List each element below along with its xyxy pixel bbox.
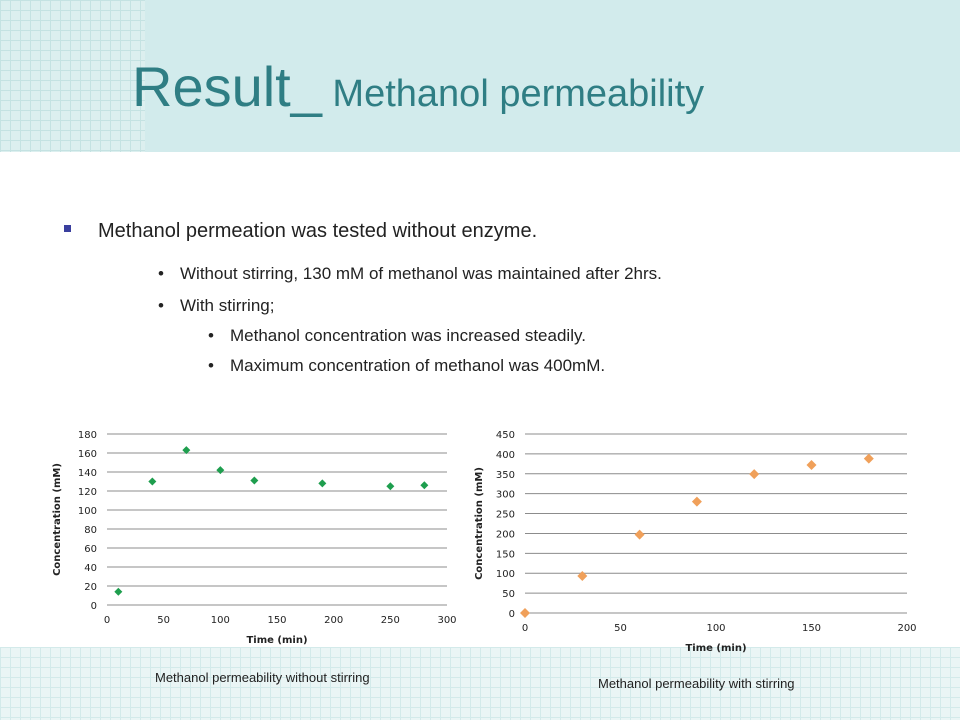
y-tick-label: 450 <box>496 430 515 441</box>
x-tick-label: 150 <box>267 615 286 626</box>
x-axis-label: Time (min) <box>685 643 746 654</box>
y-tick-label: 40 <box>84 563 97 574</box>
x-tick-label: 0 <box>104 615 110 626</box>
square-bullet-icon <box>64 225 71 232</box>
x-tick-label: 0 <box>522 623 528 634</box>
y-axis-label: Concentration (mM) <box>52 463 63 576</box>
x-tick-label: 50 <box>614 623 627 634</box>
y-tick-label: 60 <box>84 544 97 555</box>
dot-bullet-icon: • <box>158 264 164 283</box>
slide-title: Result_ Methanol permeability <box>132 54 704 119</box>
chart-without-stirring: 0 20 40 60 80 100 120 140 160 180 0 50 100 150 200 250 3… <box>52 430 457 646</box>
y-tick-label: 20 <box>84 582 97 593</box>
y-tick-label: 100 <box>78 506 97 517</box>
x-tick-label: 250 <box>381 615 400 626</box>
y-tick-label: 140 <box>78 468 97 479</box>
data-point <box>749 469 760 480</box>
y-tick-label: 50 <box>502 589 515 600</box>
data-point <box>250 476 259 485</box>
y-tick-label: 300 <box>496 490 515 501</box>
data-point <box>386 482 395 491</box>
x-tick-label: 100 <box>211 615 230 626</box>
data-point <box>420 481 429 490</box>
title-sub: Methanol permeability <box>321 73 705 115</box>
x-tick-label: 150 <box>802 623 821 634</box>
data-point <box>114 587 123 596</box>
y-tick-label: 200 <box>496 529 515 540</box>
data-point <box>691 496 702 507</box>
sub-bullet-text: Maximum concentration of methanol was 40… <box>230 356 606 375</box>
y-tick-label: 80 <box>84 525 97 536</box>
dot-bullet-icon: • <box>158 296 164 315</box>
y-tick-label: 350 <box>496 470 515 481</box>
bullet-text: With stirring; <box>180 296 275 315</box>
y-tick-label: 0 <box>509 609 515 620</box>
x-tick-label: 300 <box>437 615 456 626</box>
data-point <box>318 479 327 488</box>
chart-caption: Methanol permeability with stirring <box>598 676 795 691</box>
y-tick-label: 0 <box>91 601 97 612</box>
data-point <box>520 608 530 618</box>
x-tick-label: 200 <box>324 615 343 626</box>
data-point <box>148 477 157 486</box>
y-tick-label: 160 <box>78 449 97 460</box>
sub-bullet-text: Methanol concentration was increased ste… <box>230 326 586 345</box>
y-tick-label: 150 <box>496 549 515 560</box>
y-tick-label: 100 <box>496 569 515 580</box>
y-tick-label: 400 <box>496 450 515 461</box>
data-point <box>182 446 191 455</box>
y-tick-label: 120 <box>78 487 97 498</box>
footer-band <box>0 647 960 720</box>
x-tick-label: 50 <box>157 615 170 626</box>
x-axis-label: Time (min) <box>246 635 307 646</box>
y-tick-label: 180 <box>78 430 97 441</box>
data-point <box>216 466 225 475</box>
x-tick-label: 200 <box>897 623 916 634</box>
title-main: Result_ <box>132 55 322 118</box>
data-point <box>806 460 817 471</box>
header-panel <box>145 0 960 152</box>
x-tick-label: 100 <box>706 623 725 634</box>
dot-bullet-icon: • <box>208 326 214 345</box>
data-point <box>577 571 588 582</box>
data-point <box>863 453 874 464</box>
dot-bullet-icon: • <box>208 356 214 375</box>
chart-caption: Methanol permeability without stirring <box>155 670 370 685</box>
data-point <box>634 529 645 540</box>
main-bullet-text: Methanol permeation was tested without e… <box>98 220 538 242</box>
y-tick-label: 250 <box>496 510 515 521</box>
bullet-text: Without stirring, 130 mM of methanol was… <box>180 264 662 283</box>
y-axis-label: Concentration (mM) <box>474 467 485 580</box>
chart-with-stirring: 0 50 100 150 200 250 300 350 400 450 0 50 100 150 200 T… <box>474 430 917 654</box>
